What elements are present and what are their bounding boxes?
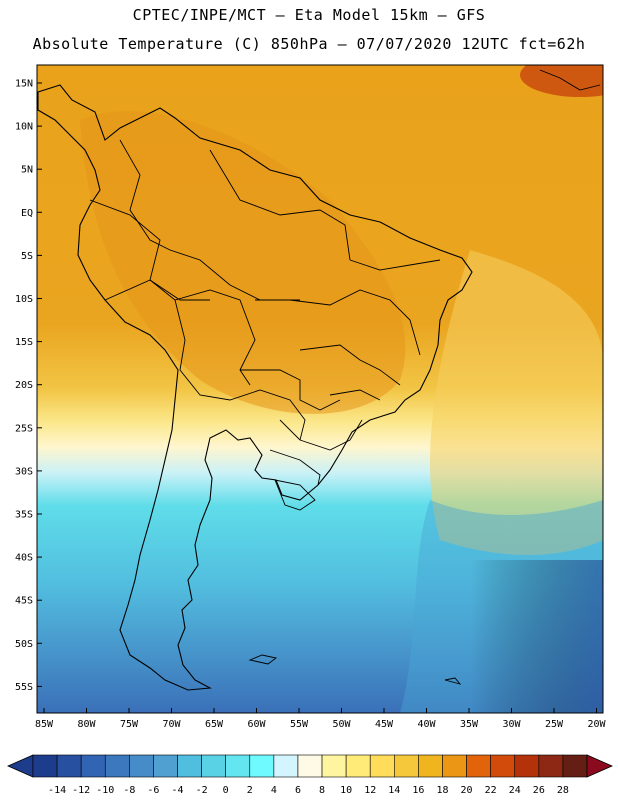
warm-ocean-band: [430, 250, 603, 555]
lon-label: 30W: [502, 719, 521, 730]
lat-label: 40S: [15, 553, 33, 564]
colorbar-swatch: [394, 754, 419, 778]
colorbar-swatch: [297, 754, 323, 778]
colorbar-swatch: [345, 754, 371, 778]
colorbar-right-arrow: [586, 754, 613, 778]
lat-label: 30S: [15, 466, 33, 477]
colorbar-label: -2: [196, 785, 208, 796]
colorbar-label: 24: [509, 785, 521, 796]
lat-label: 20S: [15, 380, 33, 391]
lon-label: 25W: [545, 719, 564, 730]
colorbar-label: 4: [271, 785, 277, 796]
longitude-ticks: 85W 80W 75W 70W 65W 60W 55W 50W 45W 40W 35W 30W 25W 2…: [35, 708, 607, 730]
lat-label: 15N: [15, 79, 33, 90]
lat-label: 10S: [15, 294, 33, 305]
lon-label: 70W: [162, 719, 181, 730]
colorbar-swatch: [466, 754, 491, 778]
colorbar-label: 28: [557, 785, 569, 796]
south-america-coastline: [37, 84, 473, 691]
islands: [248, 69, 601, 685]
colorbar-swatch: [201, 754, 226, 778]
colorbar-label: -4: [171, 785, 183, 796]
colorbar-swatch: [129, 754, 154, 778]
colorbar-label: 6: [295, 785, 301, 796]
lon-label: 55W: [290, 719, 309, 730]
colorbar-swatch: [56, 754, 82, 778]
latitude-ticks: 15N 10N 5N EQ 5S 10S 15S 20S 25S 30S 35S 40S 45S 50S 5…: [15, 79, 42, 693]
lat-label: 15S: [15, 337, 33, 348]
colorbar-left-arrow: [7, 754, 34, 778]
colorbar-label: -14: [48, 785, 66, 796]
colorbar-label: 0: [223, 785, 229, 796]
map-subtitle: Absolute Temperature (C) 850hPa – 07/07/…: [32, 35, 586, 53]
lat-label: 25S: [15, 423, 33, 434]
lon-label: 40W: [417, 719, 436, 730]
lat-label: 10N: [15, 122, 33, 133]
lon-label: 85W: [35, 719, 54, 730]
colorbar-label: 18: [436, 785, 448, 796]
country-borders: [89, 139, 441, 486]
lat-label: 35S: [15, 510, 33, 521]
colorbar-swatch: [273, 754, 299, 778]
colorbar: -14 -12 -10 -8 -6 -4 -2 0 2 4 6 8 10 12 14 16 18 20 22 24 26…: [7, 754, 613, 796]
map-frame: [36, 64, 604, 714]
colorbar-label: 12: [364, 785, 376, 796]
colorbar-swatch: [490, 754, 516, 778]
lat-label: 45S: [15, 596, 33, 607]
lon-label: 80W: [77, 719, 96, 730]
colorbar-label: 8: [319, 785, 325, 796]
colorbar-label: -12: [72, 785, 90, 796]
lon-label: 20W: [587, 719, 606, 730]
lat-label: 5S: [21, 251, 33, 262]
lat-label: 5N: [21, 165, 33, 176]
map-title: CPTEC/INPE/MCT – Eta Model 15km – GFS: [132, 6, 486, 24]
colorbar-swatch: [442, 754, 467, 778]
colorbar-label: -6: [147, 785, 159, 796]
colorbar-swatch: [538, 754, 564, 778]
colorbar-swatch: [249, 754, 275, 778]
colorbar-swatch: [80, 754, 106, 778]
colorbar-swatch: [369, 754, 395, 778]
colorbar-swatch: [321, 754, 347, 778]
lon-label: 35W: [460, 719, 479, 730]
warm-core: [80, 111, 406, 414]
lon-label: 75W: [120, 719, 139, 730]
lat-label: 50S: [15, 639, 33, 650]
colorbar-swatch: [418, 754, 443, 778]
colorbar-label: 16: [412, 785, 424, 796]
lon-label: 65W: [205, 719, 224, 730]
colorbar-label: 22: [485, 785, 497, 796]
colorbar-label: 20: [461, 785, 473, 796]
colorbar-swatch: [32, 754, 58, 778]
colorbar-swatch: [153, 754, 178, 778]
cold-southeast: [470, 560, 603, 713]
lon-label: 60W: [247, 719, 266, 730]
colorbar-label: 10: [340, 785, 352, 796]
lon-label: 50W: [332, 719, 351, 730]
lat-label: 55S: [15, 682, 33, 693]
colorbar-swatch: [514, 754, 540, 778]
colorbar-label: -8: [123, 785, 135, 796]
colorbar-swatch: [177, 754, 202, 778]
colorbar-swatch: [225, 754, 251, 778]
colorbar-swatch: [104, 754, 130, 778]
colorbar-label: 14: [388, 785, 400, 796]
colorbar-swatch: [562, 754, 588, 778]
lat-label: EQ: [21, 208, 33, 219]
colorbar-label: 2: [247, 785, 253, 796]
lon-label: 45W: [375, 719, 394, 730]
colorbar-label: -10: [96, 785, 114, 796]
colorbar-label: 26: [533, 785, 545, 796]
